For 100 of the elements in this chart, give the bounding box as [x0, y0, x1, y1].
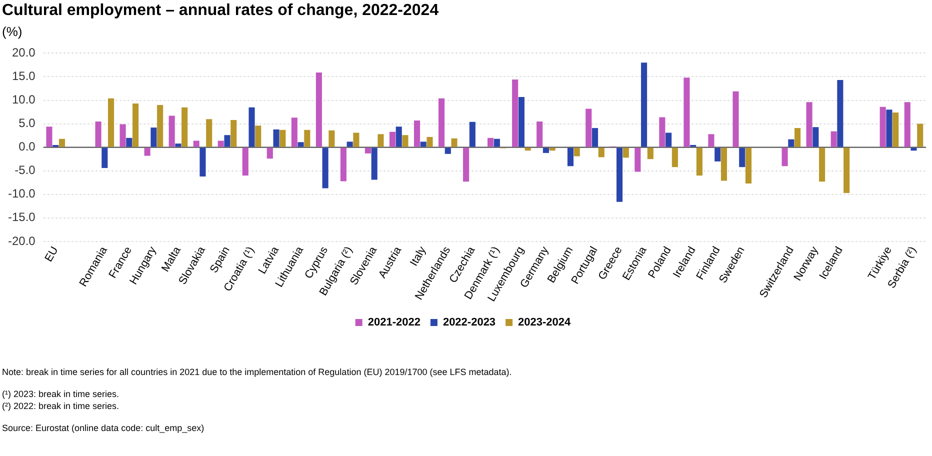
bar — [340, 148, 346, 182]
bar — [892, 112, 899, 147]
bar — [567, 148, 574, 166]
bar — [120, 124, 126, 147]
bar — [157, 104, 164, 147]
bar — [451, 138, 458, 147]
bar — [641, 62, 648, 147]
chart-title: Cultural employment – annual rates of change, 2022-2024 — [2, 2, 439, 20]
bar — [420, 142, 426, 147]
bar — [782, 148, 788, 166]
bar — [389, 132, 396, 147]
bar — [622, 148, 629, 158]
bar — [144, 148, 150, 156]
bar — [193, 140, 200, 147]
bar — [659, 117, 666, 147]
bar — [316, 72, 322, 147]
bar — [280, 130, 286, 147]
bar — [910, 148, 917, 151]
legend-label: 2021-2022 — [368, 316, 420, 329]
bar — [150, 128, 157, 147]
bar — [444, 148, 451, 154]
x-tick-label: EU — [42, 244, 61, 264]
bar — [720, 148, 727, 181]
bar — [745, 148, 752, 184]
bar — [463, 148, 470, 182]
bar — [536, 121, 543, 147]
bar — [488, 138, 494, 147]
bar — [378, 134, 384, 147]
legend-label: 2023-2024 — [518, 316, 572, 329]
bar — [598, 148, 604, 158]
bar — [218, 140, 224, 147]
bar — [242, 148, 248, 176]
bar — [844, 148, 850, 193]
y-tick-label: 20.0 — [12, 46, 36, 60]
bar — [200, 148, 206, 176]
bar — [696, 148, 702, 176]
bar — [46, 126, 52, 147]
bar — [414, 120, 420, 147]
bar — [298, 142, 304, 147]
bar — [364, 148, 371, 154]
bar — [634, 148, 641, 172]
bar — [102, 148, 108, 168]
bar — [266, 148, 273, 159]
bar — [708, 134, 714, 147]
bar — [95, 121, 102, 147]
text: (¹) 2023: break in time series. — [2, 388, 120, 400]
bar — [586, 108, 592, 147]
bar — [837, 80, 844, 147]
y-tick-label: 5.0 — [18, 116, 36, 130]
bar — [592, 128, 598, 147]
bar — [732, 91, 739, 147]
bar — [904, 102, 910, 147]
bar — [469, 122, 476, 147]
bar — [206, 119, 212, 147]
bar — [396, 126, 402, 147]
bar — [224, 135, 230, 147]
bar — [542, 148, 549, 153]
bar — [248, 107, 255, 147]
bar — [518, 96, 524, 147]
bar — [132, 104, 139, 147]
bar — [812, 127, 819, 147]
bar — [819, 148, 826, 182]
bar — [402, 135, 408, 147]
bar — [574, 148, 580, 156]
bar — [438, 98, 445, 147]
y-tick-label: 10.0 — [12, 92, 36, 107]
bar — [684, 78, 690, 147]
legend-label: 2022-2023 — [442, 316, 496, 329]
bar — [494, 138, 500, 147]
bar — [255, 126, 262, 147]
bar — [126, 138, 132, 147]
source-note: Source: Eurostat (online data code: cult_emp_sex) — [2, 422, 206, 434]
bar — [353, 132, 360, 147]
bar — [647, 148, 654, 160]
y-tick-label: -10.0 — [8, 186, 36, 201]
bar — [182, 107, 188, 147]
text: Note: break in time series for all countries in 2021 due to the implementation of Regulation (EU) 2019/1700 (see LFS metadata). — [2, 366, 512, 378]
bar — [322, 148, 328, 188]
bar — [175, 144, 182, 147]
bar — [273, 129, 280, 147]
bar — [672, 148, 678, 168]
y-tick-label: -15.0 — [8, 210, 36, 224]
bar — [616, 148, 623, 202]
bar — [880, 106, 886, 147]
bar — [788, 139, 794, 147]
bar — [714, 148, 721, 162]
text: (²) 2022: break in time series. — [2, 400, 120, 412]
bar — [291, 118, 298, 147]
bar — [739, 148, 746, 168]
bar — [666, 132, 672, 147]
bar — [426, 136, 433, 147]
y-tick-label: -20.0 — [8, 234, 36, 248]
bar — [108, 98, 114, 147]
y-axis-title: (%) — [2, 24, 22, 39]
bar — [371, 148, 378, 180]
bar — [886, 110, 892, 147]
bar — [328, 130, 335, 147]
bar — [794, 128, 801, 147]
bar — [230, 120, 237, 147]
bar — [806, 102, 812, 147]
